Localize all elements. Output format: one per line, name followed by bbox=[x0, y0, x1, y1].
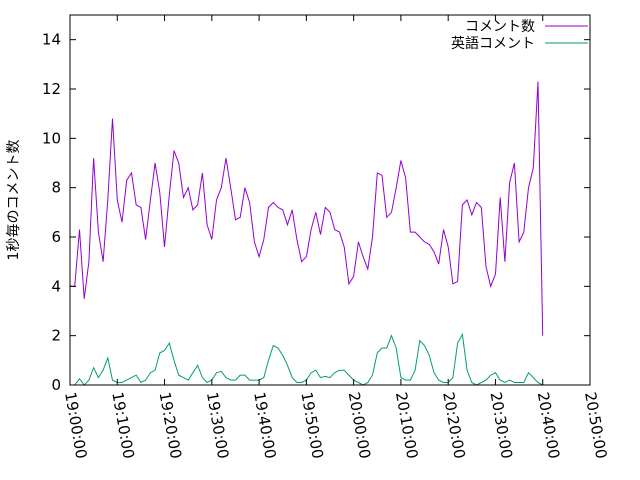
series-line-2 bbox=[70, 332, 543, 386]
x-tick-label: 20:10:00 bbox=[392, 391, 421, 460]
series-layer bbox=[70, 81, 544, 386]
legend-label-1: コメント数 bbox=[465, 19, 535, 35]
y-tick-label: 10 bbox=[42, 129, 61, 147]
x-tick-label: 19:00:00 bbox=[61, 391, 90, 460]
x-tick-label: 20:50:00 bbox=[581, 391, 610, 460]
y-tick-label: 12 bbox=[42, 80, 61, 98]
y-tick-label: 8 bbox=[51, 179, 61, 197]
series-line-1 bbox=[70, 81, 544, 336]
y-tick-label: 4 bbox=[51, 277, 61, 295]
x-tick-label: 19:40:00 bbox=[250, 391, 279, 460]
x-tick-label: 19:30:00 bbox=[203, 391, 232, 460]
x-tick-label: 20:20:00 bbox=[439, 391, 468, 460]
x-tick-label: 20:00:00 bbox=[345, 391, 374, 460]
x-tick-label: 20:40:00 bbox=[534, 391, 563, 460]
x-tick-label: 19:20:00 bbox=[156, 391, 185, 460]
x-tick-label: 19:10:00 bbox=[108, 391, 137, 460]
y-axis: 0 2 4 6 8 10 12 14 bbox=[42, 31, 590, 394]
x-tick-label: 20:30:00 bbox=[487, 391, 516, 460]
y-tick-label: 6 bbox=[51, 228, 61, 246]
plot-frame bbox=[69, 14, 591, 386]
x-axis: 19:00:00 19:10:00 19:20:00 19:30:00 19:40:00… bbox=[61, 15, 610, 460]
y-axis-title: 1秒毎のコメント数 bbox=[6, 140, 22, 261]
y-tick-label: 14 bbox=[42, 31, 61, 49]
legend-label-2: 英語コメント bbox=[451, 35, 535, 52]
y-tick-label: 2 bbox=[51, 327, 61, 345]
x-tick-label: 19:50:00 bbox=[297, 391, 326, 460]
y-tick-label: 0 bbox=[51, 376, 61, 394]
